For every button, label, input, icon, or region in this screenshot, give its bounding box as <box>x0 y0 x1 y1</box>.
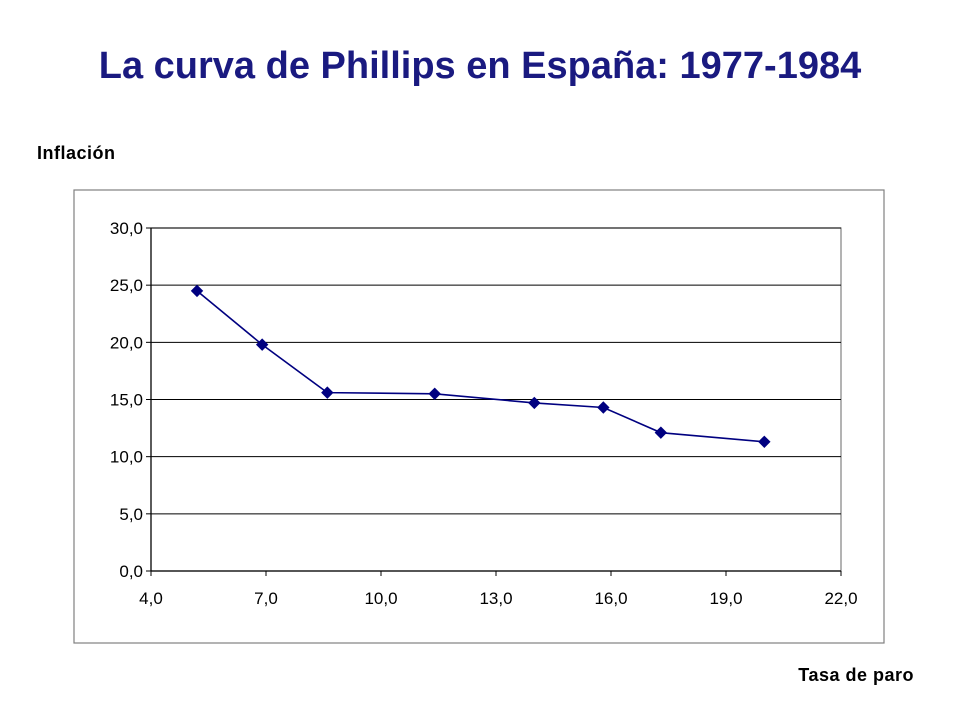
y-tick-label: 15,0 <box>110 391 143 410</box>
y-tick-labels: 0,0 5,0 10,0 15,0 20,0 25,0 30,0 <box>110 219 143 581</box>
x-tick-label: 13,0 <box>479 589 512 608</box>
axes <box>146 227 842 576</box>
data-point-marker <box>428 387 441 400</box>
data-point-marker <box>255 338 269 351</box>
x-tick-label: 4,0 <box>139 589 163 608</box>
series-inflation-vs-unemployment <box>190 284 771 449</box>
x-tick-label: 19,0 <box>709 589 742 608</box>
data-point-marker <box>190 284 204 298</box>
x-tick-labels: 4,0 7,0 10,0 13,0 16,0 19,0 22,0 <box>139 589 857 608</box>
y-tick-label: 0,0 <box>119 562 143 581</box>
data-point-marker <box>654 426 668 439</box>
y-tick-label: 30,0 <box>110 219 143 238</box>
slide-title: La curva de Phillips en España: 1977-198… <box>98 45 862 87</box>
data-point-marker <box>321 386 334 399</box>
data-point-marker <box>758 435 771 449</box>
data-point-marker <box>597 401 610 414</box>
y-tick-label: 10,0 <box>110 448 143 467</box>
y-tick-label: 5,0 <box>119 505 143 524</box>
data-point-marker <box>528 396 541 410</box>
x-tick-label: 10,0 <box>364 589 397 608</box>
series-line <box>196 290 765 443</box>
x-axis-caption: Tasa de paro <box>798 665 914 685</box>
x-tick-label: 22,0 <box>824 589 857 608</box>
x-tick-label: 7,0 <box>254 589 278 608</box>
y-axis-caption: Inflación <box>37 143 116 163</box>
y-tick-label: 20,0 <box>110 333 143 352</box>
x-tick-label: 16,0 <box>594 589 627 608</box>
y-tick-label: 25,0 <box>110 276 143 295</box>
